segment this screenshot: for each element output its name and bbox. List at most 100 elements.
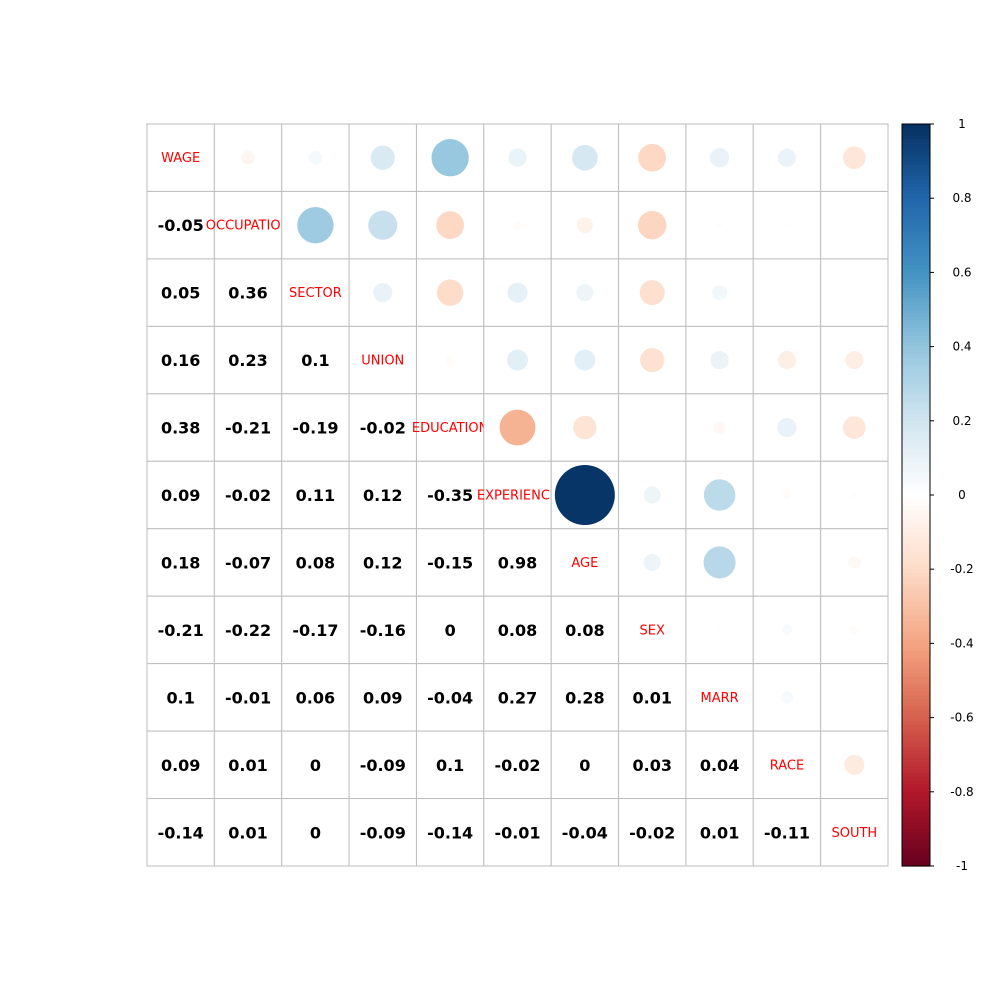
colorbar-segment (902, 131, 930, 136)
colorbar-segment (902, 665, 930, 670)
colorbar-segment (902, 357, 930, 363)
colorbar-segment (902, 513, 930, 518)
colorbar-segment (902, 250, 930, 255)
grid-cell (820, 190, 889, 260)
colorbar-segment (902, 843, 930, 849)
grid-cell (281, 595, 350, 665)
correlation-circle (506, 349, 529, 371)
correlation-circle (716, 222, 723, 229)
grid-cell (146, 258, 215, 327)
colorbar-segment (902, 710, 930, 715)
colorbar-segment (902, 684, 930, 689)
colorbar-segment (902, 242, 930, 248)
colorbar-segment (902, 550, 930, 555)
colorbar-segment (902, 365, 930, 370)
colorbar-segment (902, 350, 930, 355)
colorbar-segment (902, 431, 930, 437)
grid-cell (146, 123, 215, 192)
colorbar-segment (902, 153, 930, 158)
grid-cell (618, 123, 687, 192)
colorbar-segment (902, 235, 930, 240)
colorbar-segment (902, 598, 930, 604)
grid-cell (618, 730, 687, 800)
grid-cell (752, 528, 822, 597)
correlation-value: 0.01 (228, 823, 267, 842)
colorbar-segment (902, 276, 930, 281)
colorbar-segment (902, 187, 930, 192)
correlation-circle (573, 415, 597, 440)
correlation-value: -0.04 (427, 688, 473, 707)
colorbar-segment (902, 699, 930, 704)
colorbar-segment (902, 331, 930, 337)
colorbar-segment (902, 647, 930, 652)
colorbar-segment (902, 498, 930, 504)
colorbar-segment (902, 524, 930, 529)
grid-cell (752, 798, 822, 867)
colorbar-segment (902, 828, 930, 834)
colorbar-tick-label: 0.4 (952, 340, 971, 354)
colorbar-segment (902, 610, 930, 615)
colorbar-segment (902, 161, 930, 166)
colorbar-segment (902, 676, 930, 682)
colorbar-segment (902, 175, 930, 181)
colorbar-segment (902, 836, 930, 841)
colorbar-segment (902, 739, 930, 745)
colorbar-segment (902, 817, 930, 823)
colorbar-segment (902, 272, 930, 277)
colorbar-segment (902, 561, 930, 567)
colorbar-segment (902, 394, 930, 400)
correlation-value: 0.08 (565, 621, 604, 640)
colorbar-segment (902, 558, 930, 563)
grid-cell (820, 798, 889, 867)
colorbar-segment (902, 487, 930, 492)
colorbar-segment (902, 149, 930, 155)
correlation-value: -0.02 (494, 756, 540, 775)
colorbar-segment (902, 613, 930, 619)
correlation-value: -0.17 (292, 621, 338, 640)
variable-label: AGE (571, 556, 598, 571)
correlation-circle (576, 217, 593, 234)
colorbar-segment (902, 279, 930, 285)
colorbar-segment (902, 680, 930, 685)
grid-cell (685, 730, 754, 800)
grid-cell (281, 663, 350, 732)
colorbar-segment (902, 628, 930, 633)
colorbar-segment (902, 361, 930, 366)
colorbar-segment (902, 420, 930, 426)
grid-cell (550, 528, 620, 597)
colorbar-segment (902, 799, 930, 804)
correlation-circle (851, 491, 858, 499)
colorbar-segment (902, 290, 930, 296)
colorbar-segment (902, 788, 930, 793)
colorbar-segment (902, 472, 930, 478)
grid-cell (146, 393, 215, 462)
colorbar-segment (902, 227, 930, 233)
grid-cell (415, 730, 485, 800)
grid-cell (483, 798, 552, 867)
colorbar-segment (902, 342, 930, 348)
colorbar-tick-label: 0.8 (952, 191, 971, 205)
colorbar-segment (902, 747, 930, 752)
colorbar-segment (902, 450, 930, 455)
correlation-value: 0.12 (363, 486, 402, 505)
grid-cell (281, 190, 350, 260)
colorbar-segment (902, 572, 930, 578)
correlation-circle (851, 222, 858, 229)
colorbar-tick-label: -0.4 (950, 636, 973, 650)
colorbar-segment (902, 283, 930, 288)
grid-cell (281, 730, 350, 800)
colorbar-segment (902, 302, 930, 307)
correlation-value: 0.1 (436, 756, 464, 775)
colorbar-segment (902, 257, 930, 262)
grid-cell (550, 730, 620, 800)
grid-cell (281, 393, 350, 462)
correlation-value: 0.09 (161, 756, 200, 775)
colorbar-segment (902, 520, 930, 526)
colorbar-segment (902, 138, 930, 144)
correlation-circle (308, 150, 323, 165)
grid-cell (146, 595, 215, 665)
colorbar-segment (902, 409, 930, 414)
colorbar-segment (902, 854, 930, 860)
colorbar-segment (902, 717, 930, 722)
grid-cell (618, 393, 687, 462)
